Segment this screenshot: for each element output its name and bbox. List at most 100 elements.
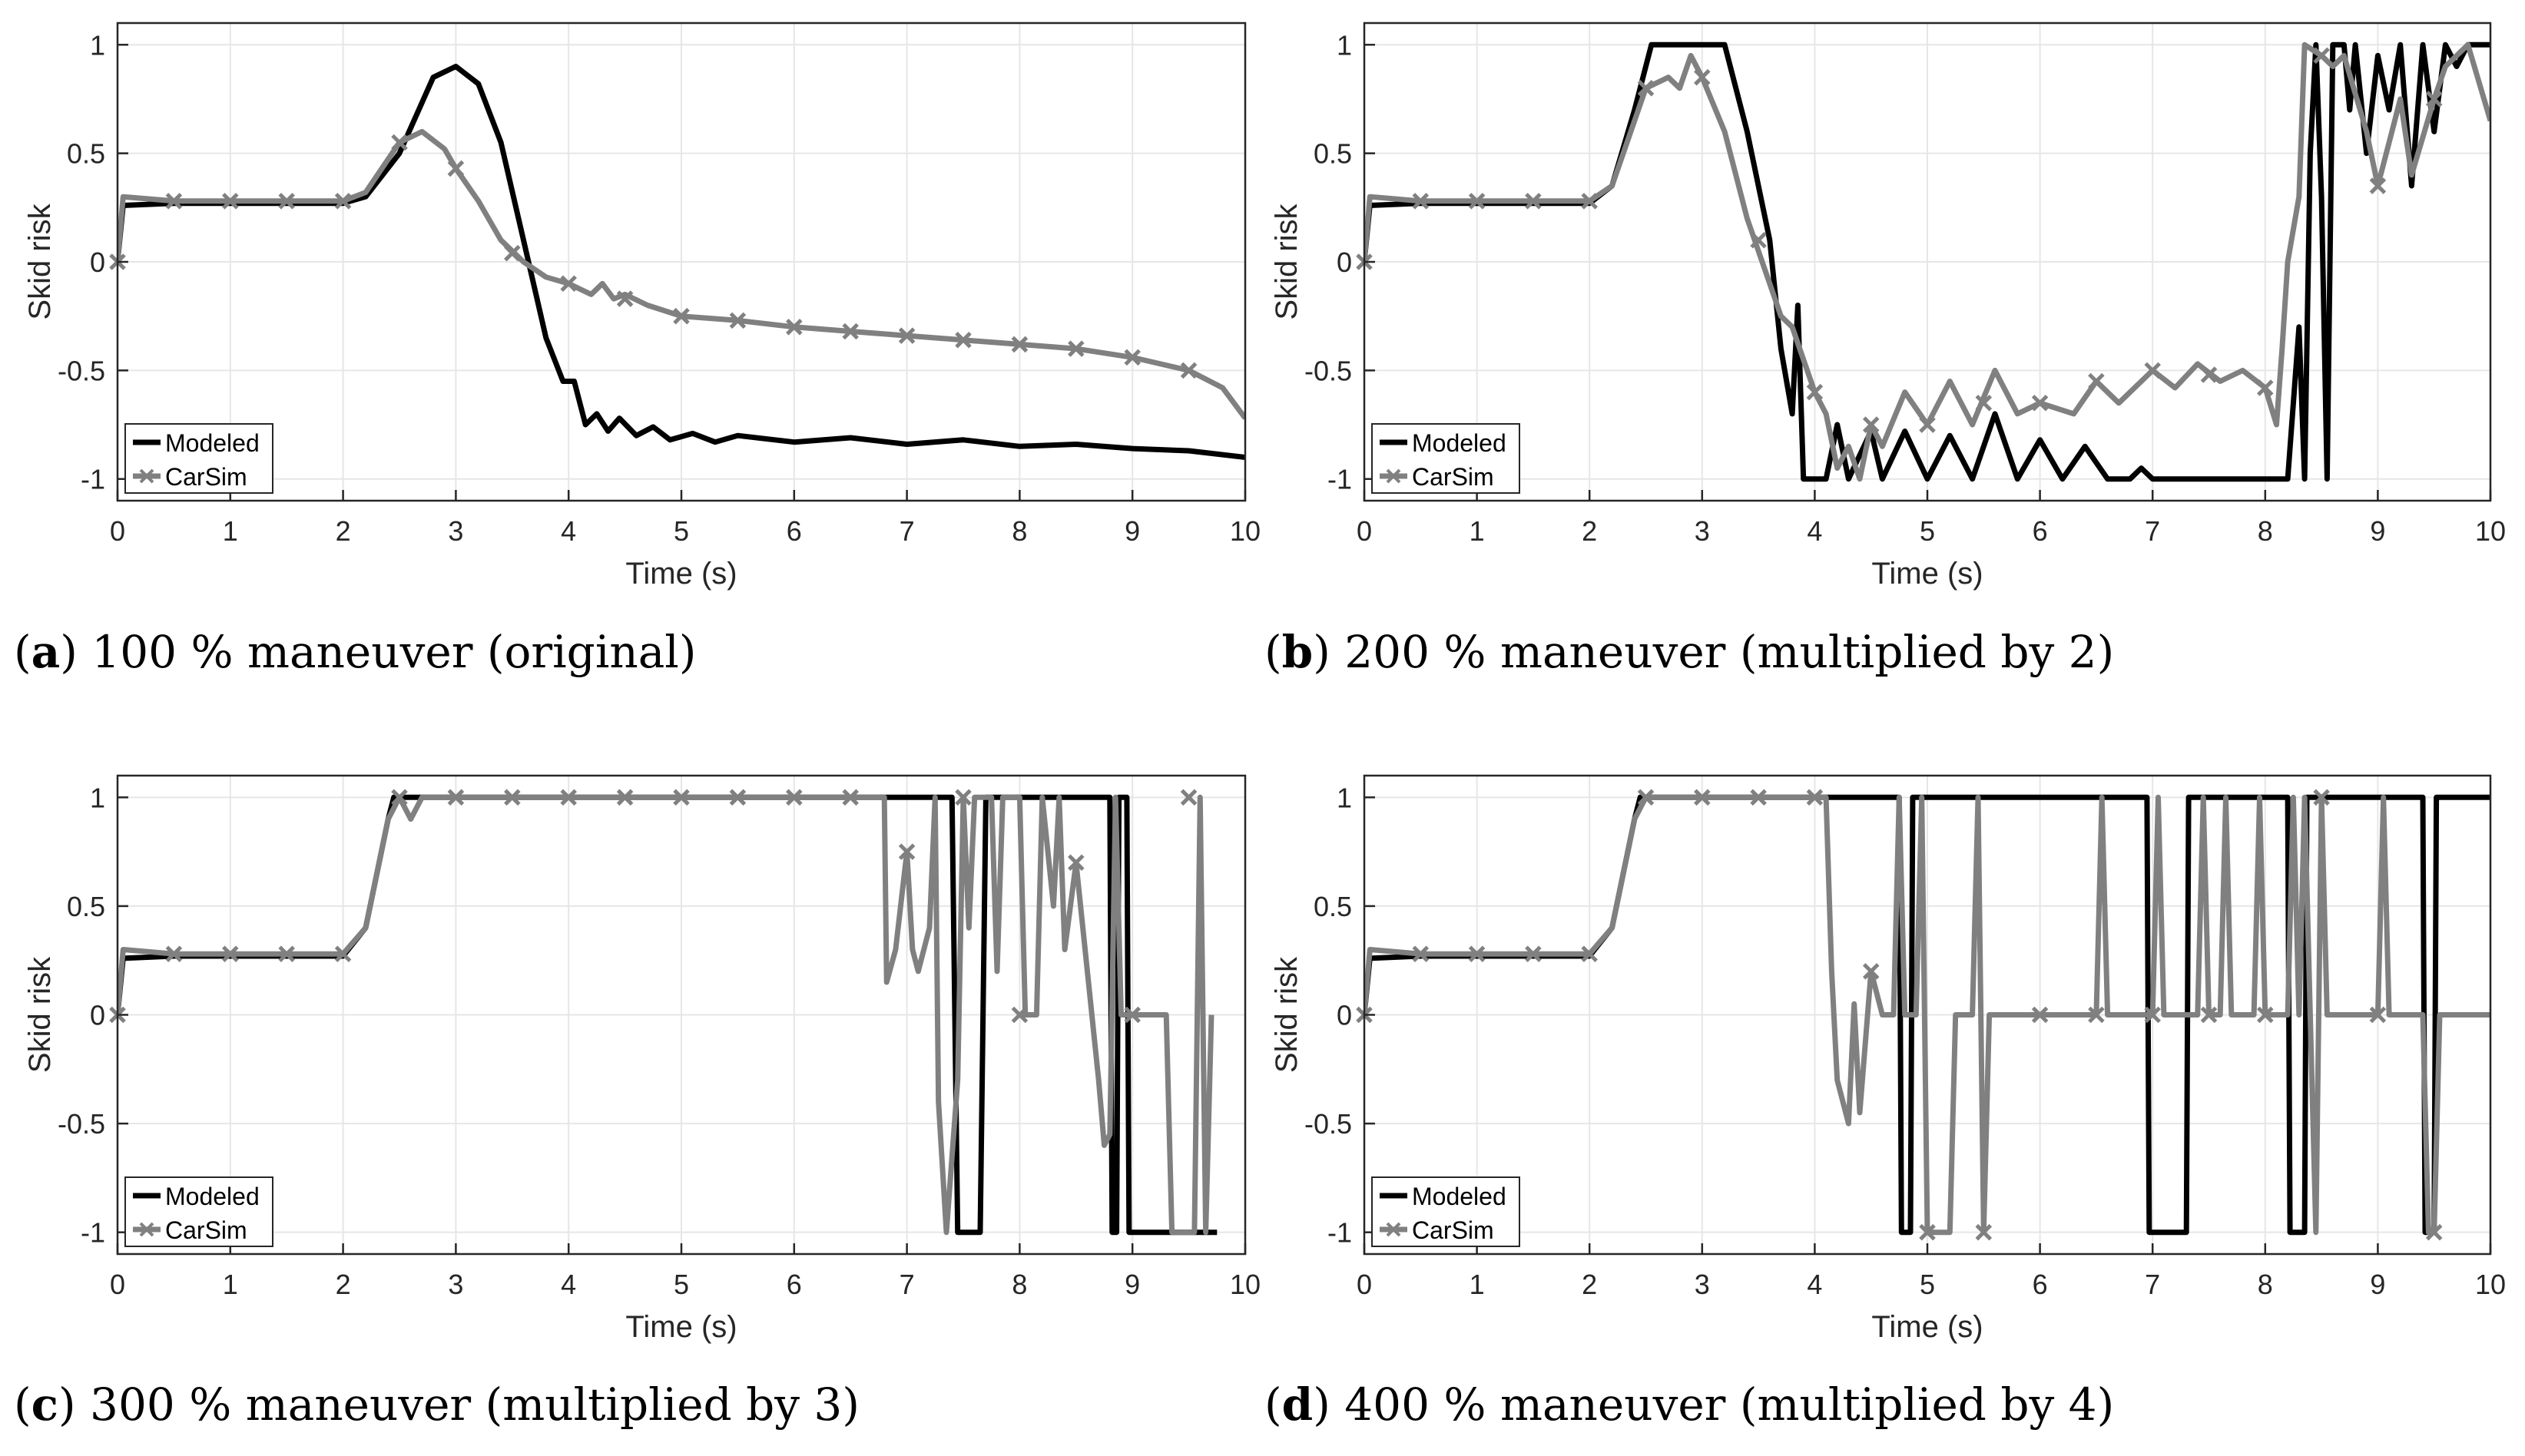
legend	[1371, 1176, 1520, 1247]
data-marker-carsim	[504, 244, 521, 262]
data-marker-carsim	[504, 789, 521, 806]
data-marker-carsim	[1919, 1223, 1936, 1241]
data-marker-carsim	[2088, 372, 2105, 390]
data-marker-carsim	[1806, 383, 1824, 401]
x-tick-label: 0	[1357, 1269, 1372, 1300]
x-tick-label: 1	[1470, 515, 1485, 547]
legend-label-carsim: CarSim	[165, 463, 247, 491]
data-marker-carsim	[842, 789, 859, 806]
x-tick-label: 6	[2033, 515, 2048, 547]
caption-c-letter: c	[31, 1378, 58, 1431]
data-marker-carsim	[955, 789, 972, 806]
data-marker-carsim	[2088, 1006, 2105, 1024]
caption-d: (d) 400 % maneuver (multiplied by 4)	[1264, 1378, 2115, 1431]
data-marker-carsim	[222, 193, 239, 210]
data-marker-carsim	[334, 945, 352, 962]
data-marker-carsim	[1750, 789, 1767, 806]
x-axis-label: Time (s)	[1871, 1310, 1983, 1344]
data-marker-carsim	[2425, 1223, 2443, 1241]
y-tick-label: -0.5	[1304, 1108, 1352, 1140]
data-marker-carsim	[2031, 395, 2049, 412]
x-tick-label: 4	[1807, 1269, 1822, 1300]
data-marker-carsim	[165, 193, 183, 210]
data-marker-carsim	[1862, 963, 1880, 980]
x-tick-label: 8	[2258, 1269, 2273, 1300]
x-tick-label: 3	[1695, 1269, 1710, 1300]
data-marker-carsim	[1694, 789, 1711, 806]
data-marker-carsim	[1525, 945, 1542, 962]
data-marker-carsim	[391, 789, 408, 806]
y-tick-label: -1	[81, 1217, 105, 1249]
legend-marker-carsim	[1386, 468, 1401, 484]
x-tick-label: 10	[2475, 1269, 2506, 1300]
x-tick-label: 5	[674, 515, 689, 547]
y-tick-label: 1	[1337, 782, 1352, 813]
series-line-modeled	[118, 64, 1245, 460]
caption-b-text: 200 % maneuver (multiplied by 2)	[1344, 626, 2115, 678]
series-line-carsim	[118, 128, 1245, 420]
legend-marker-carsim	[1386, 1222, 1401, 1237]
x-tick-label: 5	[1920, 515, 1935, 547]
x-tick-label: 6	[787, 515, 802, 547]
legend-label-modeled: Modeled	[165, 429, 260, 457]
x-tick-label: 9	[1125, 515, 1140, 547]
y-tick-label: -0.5	[58, 1108, 105, 1140]
data-marker-carsim	[447, 789, 465, 806]
data-marker-carsim	[278, 945, 295, 962]
panel-d: 0 1 2 3 4 5 6 7 8 9 10 1 0.5 0 -0.5 -1 Time (s) Skid risk…	[1270, 774, 2506, 1344]
data-marker-carsim	[898, 843, 916, 860]
x-tick-label: 7	[2145, 515, 2160, 547]
x-tick-label: 6	[2033, 1269, 2048, 1300]
panel-c: 0 1 2 3 4 5 6 7 8 9 10 1 0.5 0 -0.5 -1 Time (s) Skid risk…	[23, 774, 1261, 1344]
x-tick-label: 4	[561, 515, 576, 547]
x-tick-label: 2	[1582, 1269, 1597, 1300]
data-marker-carsim	[842, 323, 859, 340]
x-tick-label: 10	[1230, 1269, 1261, 1300]
series-line-modeled	[1364, 41, 2490, 482]
data-marker-carsim	[1975, 395, 1993, 412]
legend	[124, 1176, 273, 1247]
y-tick-label: 0.5	[67, 138, 105, 170]
data-marker-carsim	[1468, 193, 1486, 210]
legend-marker-carsim	[139, 1222, 154, 1237]
caption-b-letter: b	[1281, 626, 1314, 678]
x-tick-label: 4	[561, 1269, 576, 1300]
caption-a-letter: a	[31, 626, 61, 678]
legend-label-modeled: Modeled	[1412, 1183, 1506, 1210]
y-axis-label: Skid risk	[1270, 956, 1304, 1073]
x-tick-label: 4	[1807, 515, 1822, 547]
data-marker-carsim	[1806, 789, 1824, 806]
data-marker-carsim	[1919, 416, 1936, 433]
data-marker-carsim	[1694, 68, 1711, 86]
data-marker-carsim	[334, 193, 352, 210]
data-marker-carsim	[616, 290, 634, 307]
y-tick-label: 0.5	[67, 891, 105, 922]
data-marker-carsim	[898, 327, 916, 344]
x-tick-label: 2	[1582, 515, 1597, 547]
y-axis-label: Skid risk	[23, 956, 57, 1073]
y-axis-label: Skid risk	[1270, 203, 1304, 319]
data-marker-carsim	[786, 789, 803, 806]
legend-label-modeled: Modeled	[165, 1183, 260, 1210]
x-tick-label: 9	[2370, 515, 2385, 547]
data-marker-carsim	[560, 789, 577, 806]
x-tick-label: 7	[900, 515, 915, 547]
y-axis-label: Skid risk	[23, 203, 57, 319]
data-marker-carsim	[1468, 945, 1486, 962]
data-marker-carsim	[2257, 379, 2274, 396]
data-marker-carsim	[2425, 91, 2443, 108]
data-marker-carsim	[165, 945, 183, 962]
data-marker-carsim	[1180, 789, 1198, 806]
data-marker-carsim	[391, 134, 408, 151]
x-tick-label: 2	[336, 1269, 351, 1300]
legend-label-modeled: Modeled	[1412, 429, 1506, 457]
data-marker-carsim	[2144, 362, 2161, 379]
data-marker-carsim	[1124, 349, 1141, 366]
data-marker-carsim	[1637, 80, 1655, 97]
x-tick-label: 3	[1695, 515, 1710, 547]
x-tick-label: 9	[1125, 1269, 1140, 1300]
data-marker-carsim	[2200, 1006, 2218, 1024]
y-tick-label: -1	[1327, 1217, 1352, 1249]
data-marker-carsim	[1581, 945, 1598, 962]
x-tick-label: 3	[448, 515, 463, 547]
